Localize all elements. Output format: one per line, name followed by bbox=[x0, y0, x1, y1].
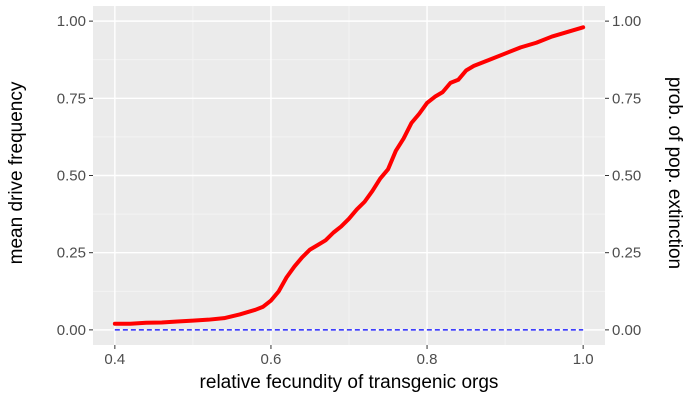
y-tick-label-left: 0.00 bbox=[57, 322, 86, 339]
x-tick-label: 0.4 bbox=[104, 351, 125, 368]
x-tick-label: 0.8 bbox=[417, 351, 438, 368]
drive-frequency-line bbox=[112, 25, 586, 326]
y-tick-label-left: 1.00 bbox=[57, 13, 86, 30]
y-tick-label-right: 0.50 bbox=[612, 168, 641, 185]
y-tick-label-left: 0.25 bbox=[57, 245, 86, 262]
y-axis-title-left: mean drive frequency bbox=[6, 81, 27, 264]
y-tick-label-right: 0.00 bbox=[612, 322, 641, 339]
x-tick-label: 0.6 bbox=[261, 351, 282, 368]
y-tick-label-left: 0.75 bbox=[57, 90, 86, 107]
x-tick-label: 1.0 bbox=[573, 351, 594, 368]
x-axis-title: relative fecundity of transgenic orgs bbox=[200, 372, 499, 393]
y-tick-label-right: 1.00 bbox=[612, 13, 641, 30]
y-tick-label-left: 0.50 bbox=[57, 168, 86, 185]
y-tick-label-right: 0.75 bbox=[612, 90, 641, 107]
y-axis-title-right: prob. of pop. extinction bbox=[664, 77, 685, 269]
y-tick-label-right: 0.25 bbox=[612, 245, 641, 262]
